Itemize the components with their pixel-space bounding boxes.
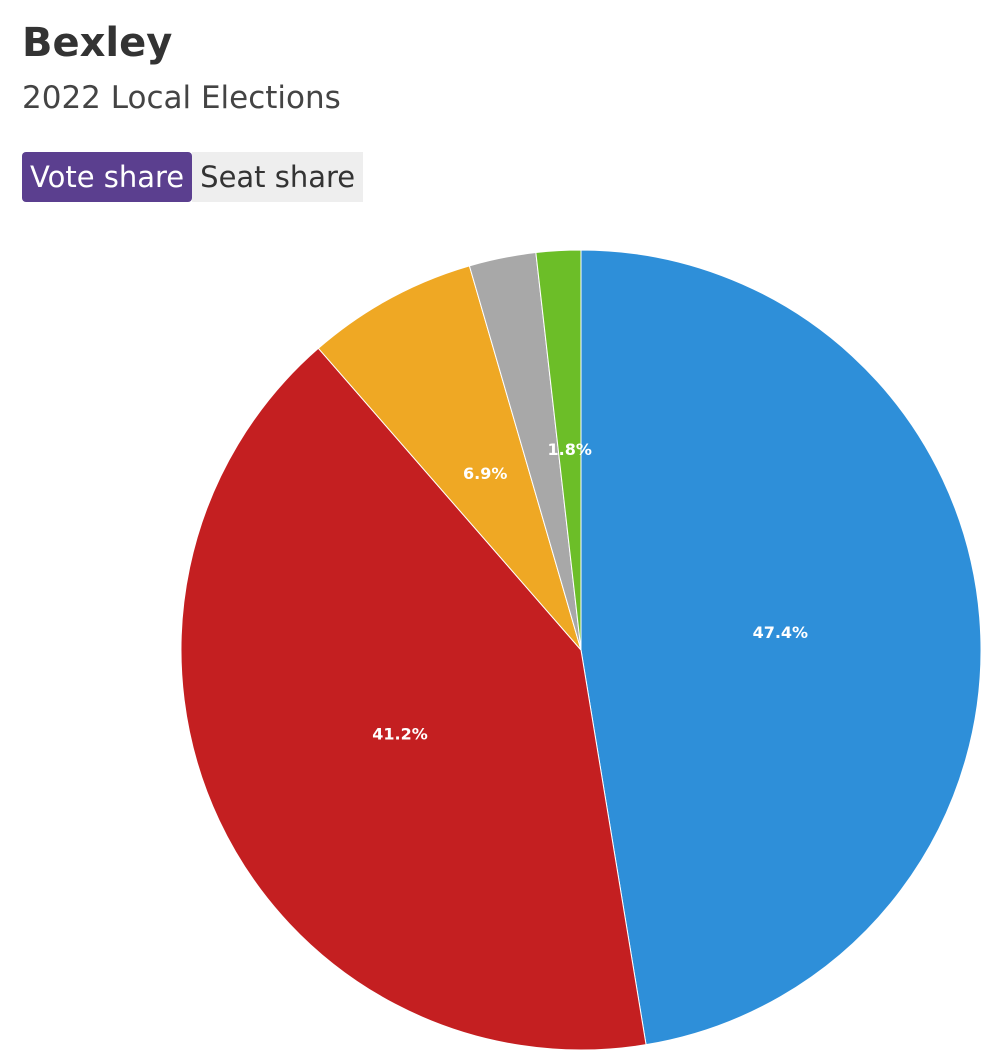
tab[interactable]: Seat share: [192, 152, 364, 202]
data-label: 1.8%: [548, 440, 592, 459]
data-label: 6.9%: [463, 464, 507, 483]
data-label: 41.2%: [372, 725, 428, 744]
chart-title: Bexley: [22, 20, 173, 66]
tab-bar: Vote share Seat share: [22, 152, 364, 202]
pie-slice: [580, 249, 982, 1046]
data-label: 47.4%: [753, 623, 809, 642]
tab[interactable]: Vote share: [22, 152, 193, 202]
pie-slice: [180, 347, 647, 1051]
pie-slice: [317, 265, 582, 651]
pie-slice: [535, 249, 582, 651]
chart-subtitle: 2022 Local Elections: [22, 80, 341, 116]
